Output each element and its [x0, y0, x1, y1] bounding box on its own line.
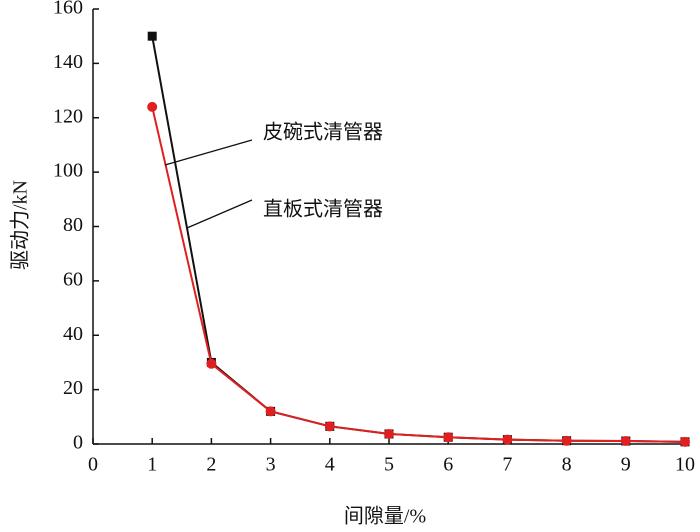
y-axis-label: 驱动力/kN	[9, 180, 32, 270]
marker	[502, 434, 513, 445]
x-tick-label: 8	[562, 454, 572, 476]
x-tick-label: 5	[384, 454, 394, 476]
leader-line	[164, 139, 253, 166]
y-tick-label: 40	[63, 323, 83, 345]
x-tick-label: 4	[325, 454, 335, 476]
legend-label: 皮碗式清管器	[263, 120, 383, 144]
marker	[147, 101, 158, 112]
marker	[384, 428, 394, 439]
y-tick-label: 120	[53, 105, 83, 127]
x-tick-label: 2	[206, 454, 216, 476]
marker	[620, 436, 631, 447]
y-tick-label: 140	[53, 51, 83, 73]
y-tick-label: 20	[63, 377, 83, 399]
leader-line	[186, 199, 253, 229]
marker	[561, 435, 572, 446]
x-tick-label: 9	[621, 454, 631, 476]
marker	[324, 421, 335, 432]
x-tick-label: 0	[88, 454, 98, 476]
marker	[206, 358, 217, 369]
y-tick-label: 80	[63, 214, 83, 236]
y-tick-label: 0	[73, 432, 83, 454]
y-tick-label: 60	[63, 268, 83, 290]
y-tick-label: 100	[53, 160, 83, 182]
y-tick-label: 160	[53, 0, 83, 19]
series-line	[151, 106, 686, 443]
marker	[443, 432, 454, 443]
x-tick-label: 7	[502, 454, 512, 476]
x-tick-label: 1	[147, 454, 157, 476]
marker	[680, 436, 690, 447]
marker	[265, 406, 276, 417]
x-tick-label: 3	[266, 454, 276, 476]
legend-label: 直板式清管器	[263, 197, 383, 221]
x-tick-label: 6	[443, 454, 453, 476]
x-axis-label: 间隙量/%	[344, 505, 426, 528]
x-tick-label: 10	[675, 454, 695, 476]
marker	[147, 31, 157, 41]
